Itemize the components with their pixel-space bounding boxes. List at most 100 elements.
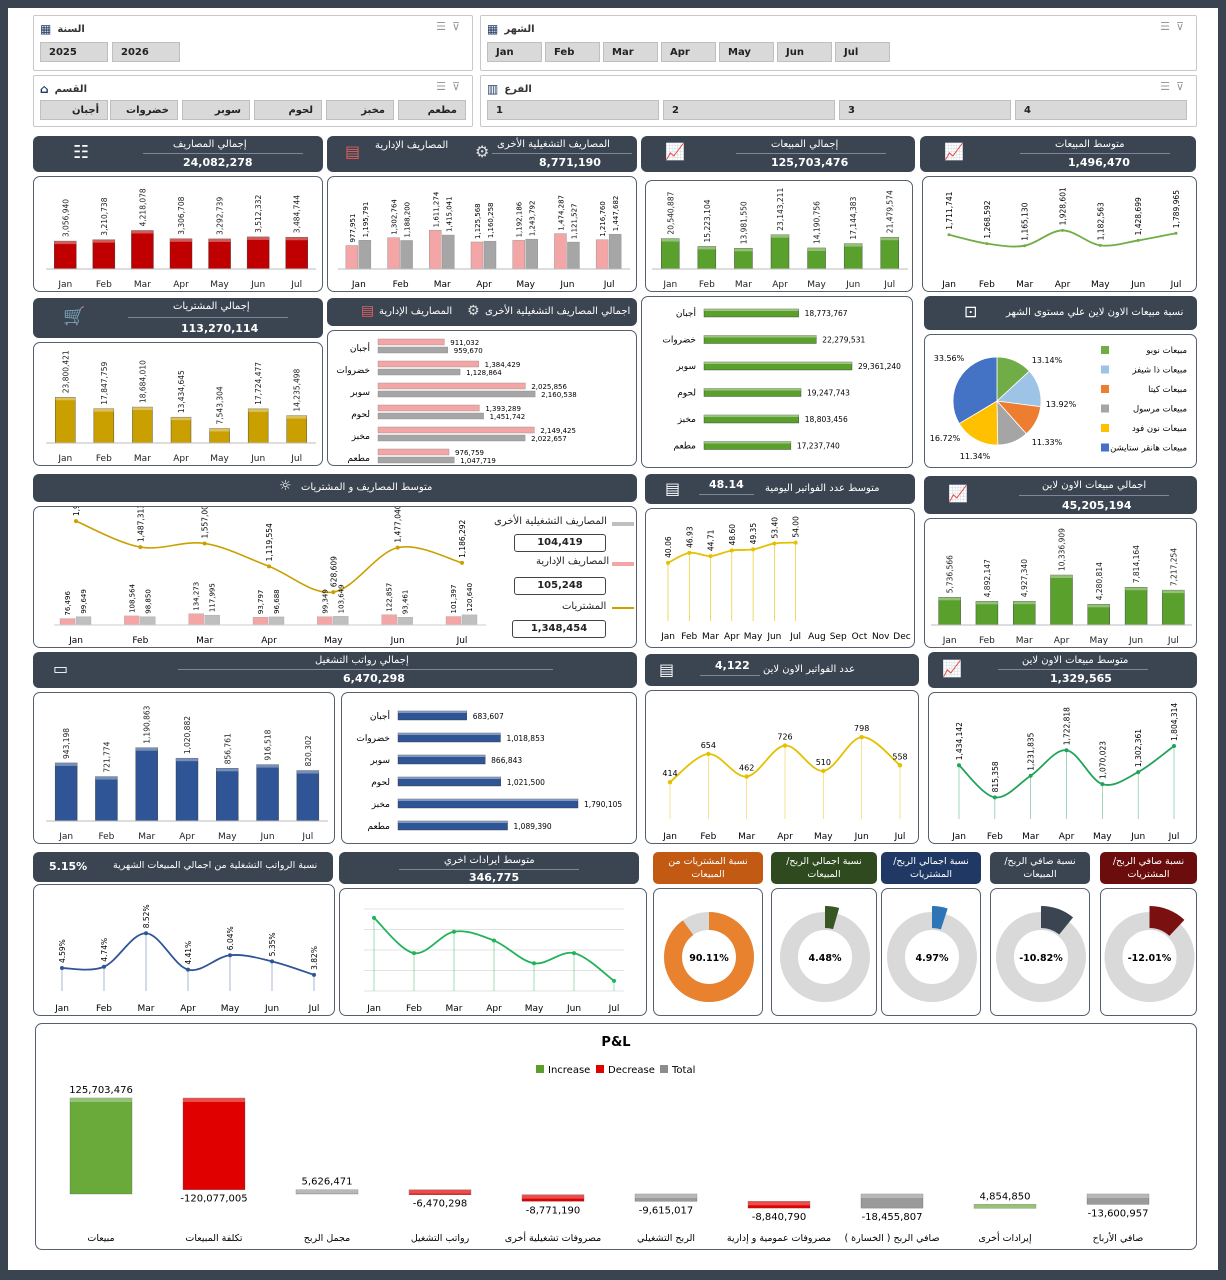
month-2[interactable]: Mar bbox=[603, 42, 658, 62]
data-label: 414 bbox=[662, 769, 677, 778]
total-sales-chart: 20,540,887 Jan 15,223,104 Feb 13,981,550 Mar 2… bbox=[645, 180, 913, 292]
gauge-arc bbox=[931, 906, 948, 930]
online-invoices-label: عدد الفواتير الاون لاين bbox=[763, 664, 856, 675]
bar-highlight bbox=[861, 1194, 923, 1198]
tick-label: May bbox=[814, 832, 833, 842]
branch-0[interactable]: 1 bbox=[487, 100, 659, 120]
year-2026[interactable]: 2026 bbox=[112, 42, 180, 62]
data-label: 101,397 bbox=[450, 585, 458, 614]
dept-3[interactable]: سوبر bbox=[182, 100, 250, 120]
data-label: 943,198 bbox=[62, 728, 71, 759]
checklist-icon: ☷ bbox=[73, 142, 90, 163]
other-income-header: متوسط ايرادات اخري 346,775 bbox=[339, 852, 639, 884]
dept-2[interactable]: لحوم bbox=[254, 100, 322, 120]
category-label: مطعم bbox=[347, 454, 370, 464]
tick-label: Feb bbox=[406, 1004, 422, 1014]
waterfall-bar bbox=[408, 1189, 472, 1195]
month-3[interactable]: Apr bbox=[661, 42, 716, 62]
waterfall-bar bbox=[295, 1189, 359, 1195]
bar bbox=[75, 616, 92, 626]
data-point bbox=[782, 743, 788, 748]
bar-highlight bbox=[704, 309, 799, 311]
bar bbox=[345, 245, 359, 270]
avg-online-chart: 1,434,142 815,358 1,231,835 1,722,818 1,070,… bbox=[928, 692, 1197, 844]
dept-slicer: ⌂ القسم ☰⊽ مطعم مخبز لحوم سوبر خضروات أجبان bbox=[33, 75, 473, 127]
tick-label: Jul bbox=[1168, 832, 1180, 842]
dept-0[interactable]: مطعم bbox=[398, 100, 466, 120]
category-label: صافي الأرباح bbox=[1093, 1232, 1144, 1244]
bar bbox=[1050, 574, 1073, 626]
dept-4[interactable]: خضروات bbox=[110, 100, 178, 120]
branch-3[interactable]: 4 bbox=[1015, 100, 1187, 120]
data-point bbox=[793, 540, 798, 545]
admin-op-header: ▤ المصاريف الإدارية ⚙ المصاريف التشغيلية… bbox=[327, 136, 637, 172]
branch-1[interactable]: 2 bbox=[663, 100, 835, 120]
month-5[interactable]: Jun bbox=[777, 42, 832, 62]
data-label: 1,165,130 bbox=[1021, 202, 1030, 240]
tick-label: Mar bbox=[738, 832, 755, 842]
data-point bbox=[708, 554, 713, 559]
tick-label: Jul bbox=[883, 280, 895, 290]
data-label: 125,703,476 bbox=[69, 1085, 133, 1096]
data-label: 93,797 bbox=[257, 590, 265, 615]
filter-icon[interactable]: ☰⊽ bbox=[1160, 80, 1190, 93]
tick-label: Jul bbox=[308, 1004, 320, 1014]
lightbulb-icon: ☼ bbox=[279, 478, 292, 494]
data-label: 1,070,023 bbox=[1098, 741, 1107, 779]
data-label: 654 bbox=[701, 741, 716, 750]
category-label: سوبر bbox=[369, 756, 390, 766]
month-0[interactable]: Jan bbox=[487, 42, 542, 62]
filter-icon[interactable]: ☰⊽ bbox=[436, 20, 466, 33]
data-point bbox=[460, 560, 464, 565]
data-label: 7,543,304 bbox=[216, 386, 225, 424]
bar-highlight bbox=[296, 770, 319, 774]
waterfall-bar bbox=[69, 1097, 133, 1195]
bar bbox=[429, 230, 442, 270]
data-label: 1,789,965 bbox=[1172, 190, 1181, 228]
bar bbox=[703, 335, 817, 344]
dept-5[interactable]: أجبان bbox=[40, 100, 108, 120]
salaries-dept-chart: أجبان 683,607 خضروات 1,018,853 سوبر 866,843 لح… bbox=[341, 692, 637, 844]
dept-1[interactable]: مخبز bbox=[326, 100, 394, 120]
data-label: 1,018,853 bbox=[506, 734, 544, 743]
year-2025[interactable]: 2025 bbox=[40, 42, 108, 62]
month-6[interactable]: Jul bbox=[835, 42, 890, 62]
month-1[interactable]: Feb bbox=[545, 42, 600, 62]
bar bbox=[377, 456, 455, 464]
category-label: لحوم bbox=[351, 410, 370, 420]
bar bbox=[734, 248, 753, 270]
data-point bbox=[1174, 231, 1178, 235]
tick-label: Jun bbox=[854, 832, 869, 842]
tick-label: Jan bbox=[942, 636, 957, 646]
legend-swatch bbox=[1101, 404, 1109, 413]
tick-label: Jul bbox=[1167, 636, 1179, 646]
category-label: لحوم bbox=[371, 778, 390, 788]
data-label: 1,393,289 bbox=[485, 405, 521, 413]
data-point bbox=[74, 519, 78, 524]
legend-op-label: المصاريف التشغيلية الأخرى bbox=[494, 516, 607, 527]
tick-label: Jul bbox=[894, 832, 906, 842]
daily-invoices-header: ▤ 48.14 متوسط عدد الفواتير اليومية bbox=[645, 474, 915, 504]
avg-online-value: 1,329,565 bbox=[1050, 672, 1112, 685]
data-point bbox=[706, 751, 711, 757]
data-label: 1,434,142 bbox=[955, 722, 964, 760]
filter-icon[interactable]: ☰⊽ bbox=[1160, 20, 1190, 33]
tick-label: Apr bbox=[724, 632, 740, 642]
tick-label: Mar bbox=[434, 280, 451, 290]
data-label: 23,143,211 bbox=[776, 188, 785, 231]
tick-label: Jan bbox=[68, 636, 83, 646]
bar bbox=[131, 230, 154, 270]
online-sales-header: 📈 اجمالي مبيعات الاون لاين 45,205,194 bbox=[924, 476, 1197, 514]
gauge-header-0: نسبة المشتريات من المبيعات bbox=[653, 852, 763, 884]
month-4[interactable]: May bbox=[719, 42, 774, 62]
gauge-value: -12.01% bbox=[1128, 953, 1172, 964]
data-label: 1,190,863 bbox=[143, 705, 152, 743]
data-point bbox=[186, 967, 190, 972]
tick-label: Mar bbox=[446, 1004, 463, 1014]
data-label: 29,361,240 bbox=[858, 362, 901, 371]
bar bbox=[397, 820, 508, 831]
data-label: 1,186,292 bbox=[458, 519, 467, 557]
branch-2[interactable]: 3 bbox=[839, 100, 1011, 120]
filter-icon[interactable]: ☰⊽ bbox=[436, 80, 466, 93]
gauge-value: 90.11% bbox=[689, 953, 729, 964]
